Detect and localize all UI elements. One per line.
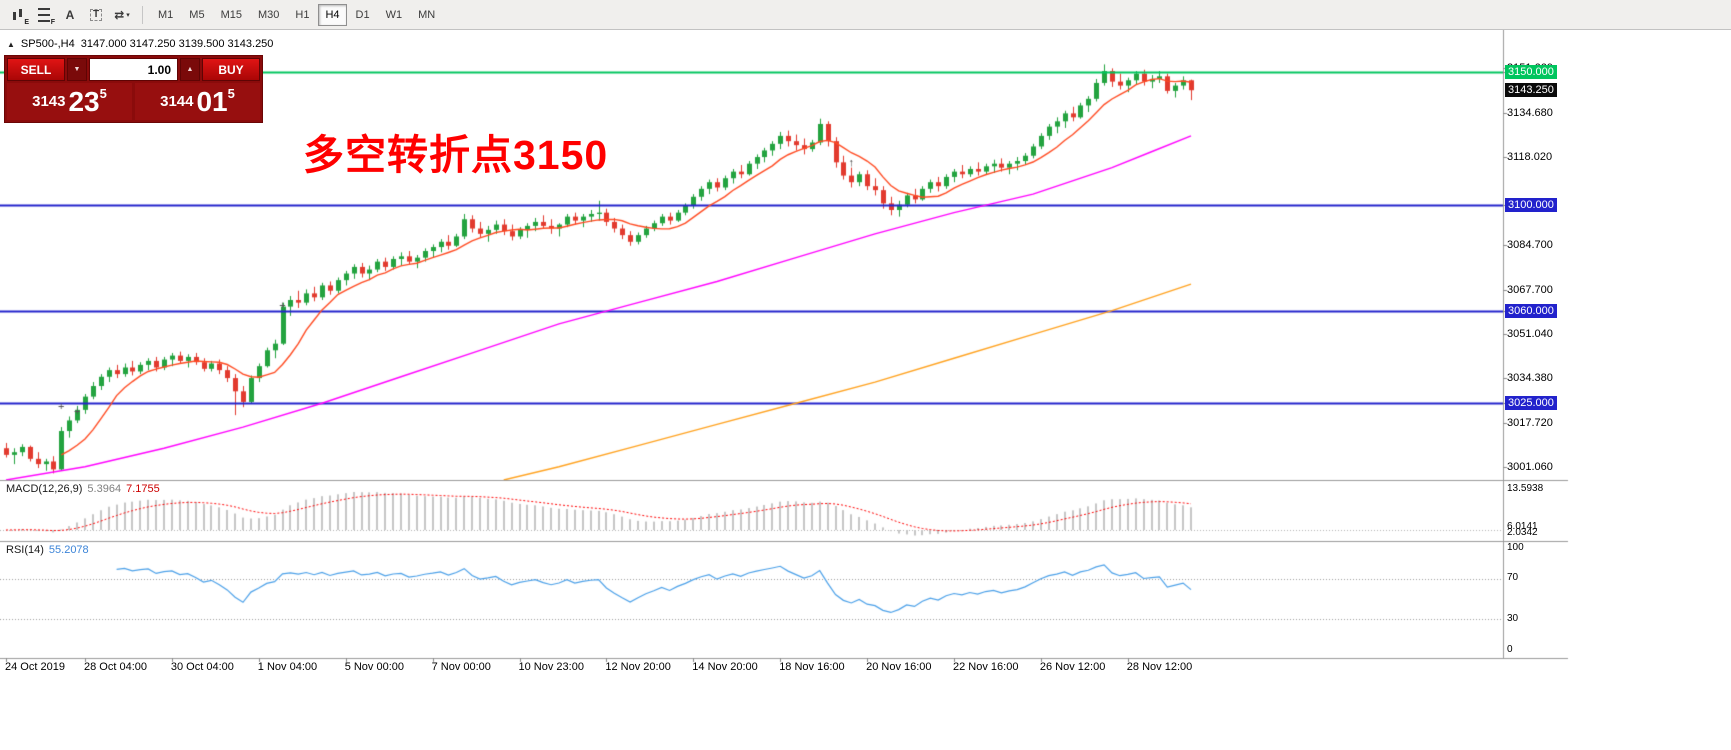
time-tick: 28 Oct 04:00 <box>84 661 147 673</box>
bid-big: 23 <box>68 85 100 117</box>
macd-scale-value: 2.0342 <box>1507 527 1538 538</box>
macd-main-value: 5.3964 <box>87 483 122 495</box>
timeframe-group: M1 M5 M15 M30 H1 H4 D1 W1 MN <box>150 3 443 26</box>
ask-sup: 5 <box>227 86 235 101</box>
ask-big: 01 <box>196 85 228 117</box>
hline-label-3060[interactable]: 3060.000 <box>1505 303 1557 318</box>
tool-glyph: A <box>65 7 75 22</box>
tools-dropdown-icon[interactable]: ⇄ ▾ <box>110 4 134 26</box>
volume-input[interactable] <box>89 58 178 81</box>
chart-objects-icon[interactable]: E <box>6 4 30 26</box>
time-tick: 5 Nov 00:00 <box>344 661 405 673</box>
dropdown-caret-icon: ▾ <box>126 11 130 19</box>
toolbar-icon-group: E F A T ⇄ ▾ <box>5 4 135 26</box>
macd-signal-value: 7.1755 <box>126 483 160 495</box>
time-tick: 12 Nov 20:00 <box>605 661 671 673</box>
time-tick: 7 Nov 00:00 <box>431 661 491 673</box>
rsi-name: RSI(14) <box>6 544 44 556</box>
toolbar-separator <box>142 5 143 24</box>
timeframe-m1[interactable]: M1 <box>158 8 174 21</box>
volume-decrease-button[interactable]: ▼ <box>67 58 87 81</box>
price-tick: 3118.020 <box>1507 151 1553 163</box>
chart-annotation: 多空转折点3150 <box>303 132 609 178</box>
ask-price[interactable]: 3144 01 5 <box>135 83 260 120</box>
hline-label-3100[interactable]: 3100.000 <box>1505 197 1557 212</box>
bid-prefix: 3143 <box>32 93 66 110</box>
bid-price[interactable]: 3143 23 5 <box>7 83 132 120</box>
price-tick: 3084.700 <box>1507 239 1553 252</box>
price-scale-drag-area[interactable] <box>1503 30 1568 658</box>
time-tick: 22 Nov 16:00 <box>953 661 1019 673</box>
macd-scale-value: 6.0141 <box>1507 521 1538 532</box>
timeframe-m5[interactable]: M5 <box>189 8 205 21</box>
buy-button[interactable]: BUY <box>202 58 260 81</box>
ask-prefix: 3144 <box>160 93 194 110</box>
rsi-value: 55.2078 <box>48 544 89 556</box>
caret-down-icon: ▼ <box>73 66 81 73</box>
sell-button[interactable]: SELL <box>7 58 65 81</box>
timeframe-m30[interactable]: M30 <box>257 8 280 21</box>
hline-label-3150[interactable]: 3150.000 <box>1505 65 1557 80</box>
time-tick: 18 Nov 16:00 <box>779 661 845 673</box>
time-tick: 20 Nov 16:00 <box>866 661 932 673</box>
price-tick: 3034.380 <box>1507 372 1553 385</box>
time-tick: 10 Nov 23:00 <box>518 661 584 673</box>
time-tick: 28 Nov 12:00 <box>1126 661 1193 673</box>
timeframe-w1[interactable]: W1 <box>385 8 403 21</box>
lines-glyph <box>38 7 50 22</box>
indicator-list-icon[interactable]: F <box>32 4 56 26</box>
price-tick: 3001.060 <box>1507 460 1553 473</box>
price-tick: 3017.720 <box>1507 416 1553 429</box>
time-tick: 24 Oct 2019 <box>5 661 65 673</box>
timeframe-d1[interactable]: D1 <box>355 8 370 21</box>
one-click-toggle-icon[interactable]: ▲ <box>7 39 15 49</box>
timeframe-h1[interactable]: H1 <box>295 8 310 21</box>
macd-scale-value: 13.5938 <box>1507 483 1544 494</box>
candlestick-glyph <box>10 8 26 22</box>
text-tool-icon[interactable]: T <box>84 4 108 26</box>
price-tick: 3051.040 <box>1507 328 1553 341</box>
time-tick: 1 Nov 04:00 <box>257 661 318 673</box>
toolbar: E F A T ⇄ ▾ M1 M5 M15 M30 H1 H4 D1 W1 MN <box>0 0 1731 30</box>
rsi-scale-value: 100 <box>1507 542 1524 553</box>
caret-up-icon: ▲ <box>186 66 194 73</box>
volume-increase-button[interactable]: ▲ <box>180 58 200 81</box>
rsi-scale-value: 70 <box>1507 572 1519 583</box>
tool-glyph: ⇄ <box>114 7 125 22</box>
hline-label-3025[interactable]: 3025.000 <box>1505 396 1557 411</box>
chart-header: ▲ SP500-,H4 3147.000 3147.250 3139.500 3… <box>7 38 273 50</box>
price-tick: 3067.700 <box>1507 284 1553 297</box>
rsi-scale-value: 0 <box>1507 644 1513 655</box>
symbol-label: SP500-,H4 <box>20 38 75 50</box>
macd-name: MACD(12,26,9) <box>6 483 83 495</box>
bid-sup: 5 <box>99 86 107 101</box>
icon-badge: E <box>24 18 29 26</box>
icon-badge: F <box>50 18 55 26</box>
macd-label: MACD(12,26,9) 5.3964 7.1755 <box>6 483 160 495</box>
timeframe-h4[interactable]: H4 <box>318 3 347 26</box>
timeframe-mn[interactable]: MN <box>418 8 436 21</box>
price-tick: 3134.680 <box>1507 106 1553 119</box>
ohlc-values: 3147.000 3147.250 3139.500 3143.250 <box>80 38 274 50</box>
panel-divider-macd[interactable] <box>0 478 1568 482</box>
one-click-trading-panel: SELL ▼ ▲ BUY 3143 23 5 3144 01 5 <box>5 56 262 122</box>
panel-divider-rsi[interactable] <box>0 539 1568 543</box>
cursor-tool-icon[interactable]: A <box>58 4 82 26</box>
rsi-label: RSI(14) 55.2078 <box>6 544 89 556</box>
time-tick: 14 Nov 20:00 <box>692 661 758 673</box>
time-tick: 30 Oct 04:00 <box>170 661 234 673</box>
time-tick: 26 Nov 12:00 <box>1039 661 1106 673</box>
tool-glyph: T <box>89 8 103 21</box>
current-price-label: 3143.250 <box>1505 83 1557 98</box>
rsi-scale-value: 30 <box>1507 613 1519 624</box>
timeframe-m15[interactable]: M15 <box>220 8 242 21</box>
